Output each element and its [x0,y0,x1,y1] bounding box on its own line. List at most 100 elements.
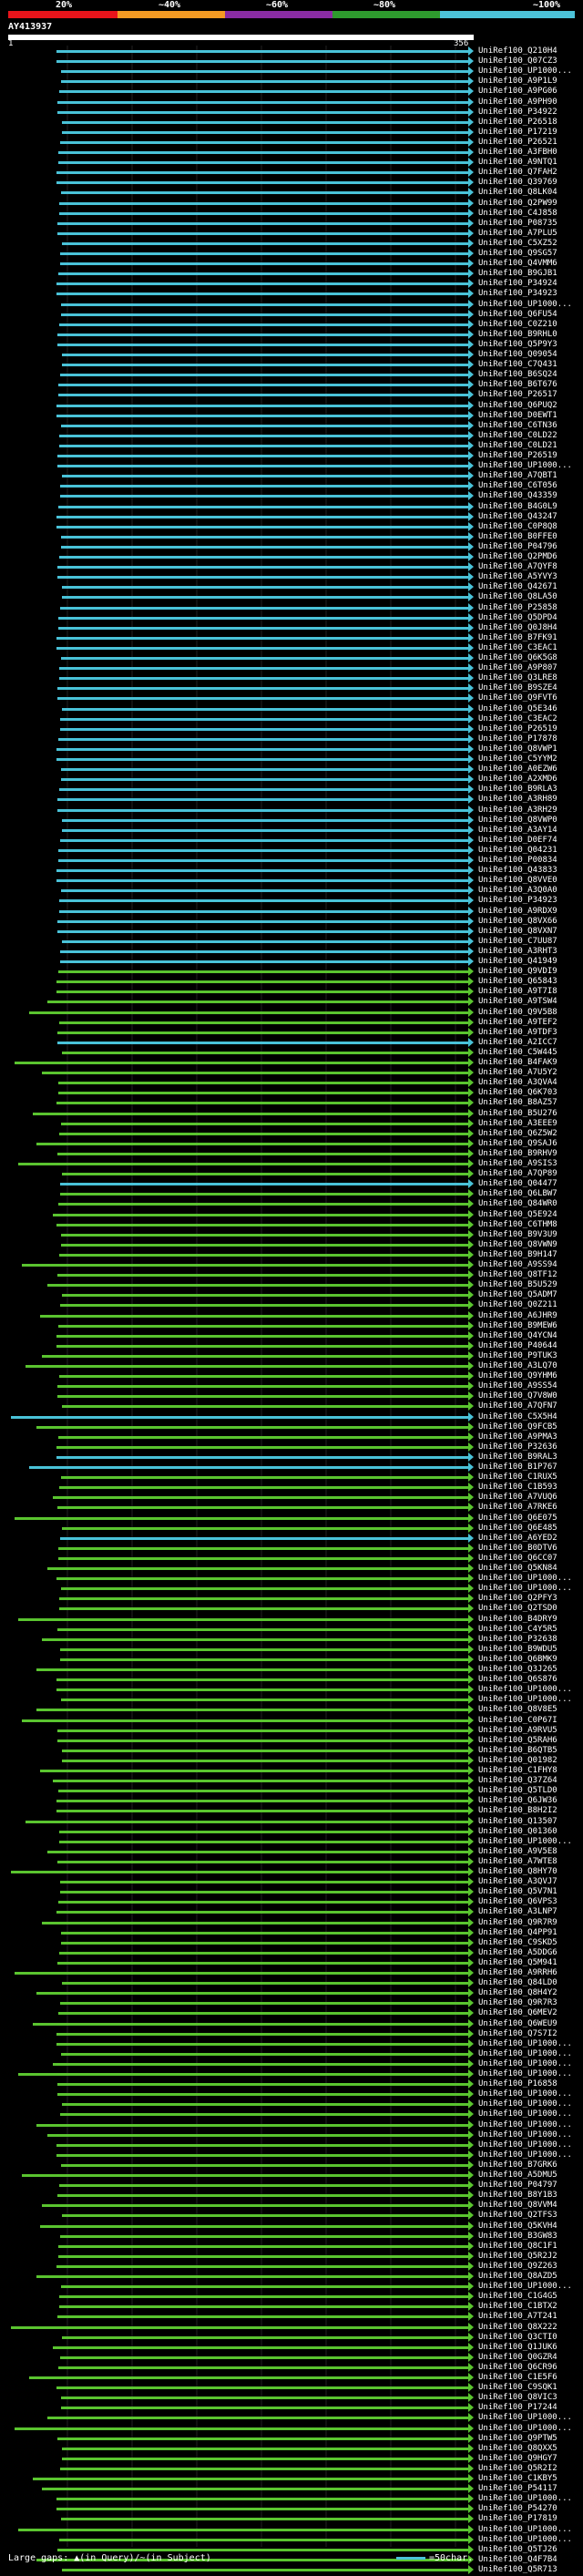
hit-alignment-bar[interactable] [56,282,468,286]
hit-alignment-bar[interactable] [57,2548,468,2551]
hit-row[interactable]: UniRef100_A9PG06 [0,87,583,97]
hit-label[interactable]: UniRef100_Q6FU54 [478,309,557,319]
hit-label[interactable]: UniRef100_Q9VDI9 [478,967,557,977]
hit-label[interactable]: UniRef100_P26521 [478,137,557,147]
hit-row[interactable]: UniRef100_Q9R7R9 [0,1917,583,1929]
hit-row[interactable]: UniRef100_A9TSW4 [0,997,583,1008]
hit-row[interactable]: UniRef100_B9SZE4 [0,683,583,694]
hit-label[interactable]: UniRef100_Q84WR0 [478,1199,557,1209]
hit-label[interactable]: UniRef100_A7U5Y2 [478,1068,557,1078]
hit-alignment-bar[interactable] [60,2355,468,2359]
hit-label[interactable]: UniRef100_C0P67I [478,1715,557,1725]
hit-label[interactable]: UniRef100_A9SIS3 [478,1159,557,1168]
hit-row[interactable]: UniRef100_C7UU87 [0,936,583,948]
hit-label[interactable]: UniRef100_B7FK91 [478,632,557,642]
hit-label[interactable]: UniRef100_UP1000... [478,67,572,77]
hit-row[interactable]: UniRef100_Q9PTW5 [0,2433,583,2445]
hit-label[interactable]: UniRef100_B9RAL3 [478,1452,557,1462]
hit-label[interactable]: UniRef100_A9PH90 [478,97,557,107]
hit-row[interactable]: UniRef100_Q7FAH2 [0,168,583,179]
hit-row[interactable]: UniRef100_Q43359 [0,491,583,502]
hit-label[interactable]: UniRef100_UP1000... [478,1836,572,1846]
hit-alignment-bar[interactable] [60,2467,468,2470]
hit-alignment-bar[interactable] [59,899,468,903]
hit-alignment-bar[interactable] [62,1173,468,1176]
hit-label[interactable]: UniRef100_Q09054 [478,350,557,359]
hit-label[interactable]: UniRef100_A7QBT1 [478,471,557,481]
hit-alignment-bar[interactable] [62,475,468,478]
hit-alignment-bar[interactable] [57,1274,468,1278]
hit-row[interactable]: UniRef100_Q8VWN9 [0,1239,583,1251]
hit-row[interactable]: UniRef100_Q5R713 [0,2564,583,2576]
hit-alignment-bar[interactable] [40,2224,468,2228]
hit-alignment-bar[interactable] [59,1840,468,1843]
hit-alignment-bar[interactable] [57,919,468,923]
hit-row[interactable]: UniRef100_Q9Z263 [0,2261,583,2273]
hit-label[interactable]: UniRef100_P16858 [478,2079,557,2089]
hit-row[interactable]: UniRef100_A9RDX9 [0,906,583,918]
hit-alignment-bar[interactable] [58,2244,468,2248]
hit-row[interactable]: UniRef100_Q8AZD5 [0,2272,583,2283]
hit-alignment-bar[interactable] [58,161,468,165]
hit-row[interactable]: UniRef100_A9NTQ1 [0,158,583,169]
hit-row[interactable]: UniRef100_Q01360 [0,1826,583,1838]
hit-row[interactable]: UniRef100_Q09054 [0,350,583,361]
hit-label[interactable]: UniRef100_Q2PMD6 [478,552,557,561]
hit-row[interactable]: UniRef100_P26518 [0,117,583,128]
hit-alignment-bar[interactable] [60,1193,468,1196]
hit-row[interactable]: UniRef100_C3EAC2 [0,713,583,725]
hit-label[interactable]: UniRef100_B8Y1B3 [478,2191,557,2201]
hit-label[interactable]: UniRef100_B0FFE0 [478,531,557,541]
hit-row[interactable]: UniRef100_UP1000... [0,1574,583,1585]
hit-label[interactable]: UniRef100_Q8VVE0 [478,876,557,886]
hit-label[interactable]: UniRef100_Q65843 [478,977,557,987]
hit-label[interactable]: UniRef100_P04796 [478,541,557,551]
hit-row[interactable]: UniRef100_A7PLU5 [0,228,583,240]
hit-alignment-bar[interactable] [61,1931,468,1935]
hit-alignment-bar[interactable] [56,2143,468,2147]
hit-row[interactable]: UniRef100_B6T676 [0,380,583,391]
hit-row[interactable]: UniRef100_Q6S876 [0,1675,583,1686]
hit-label[interactable]: UniRef100_A2XMD6 [478,775,557,785]
hit-alignment-bar[interactable] [60,495,468,498]
hit-row[interactable]: UniRef100_Q04477 [0,1179,583,1190]
hit-label[interactable]: UniRef100_P25858 [478,602,557,612]
hit-alignment-bar[interactable] [62,2457,468,2460]
hit-alignment-bar[interactable] [62,2335,468,2339]
hit-row[interactable]: UniRef100_Q5ADM7 [0,1290,583,1301]
hit-row[interactable]: UniRef100_A7QFN7 [0,1401,583,1412]
hit-label[interactable]: UniRef100_C1E5F6 [478,2373,557,2382]
hit-alignment-bar[interactable] [61,313,468,316]
hit-alignment-bar[interactable] [60,606,468,610]
hit-row[interactable]: UniRef100_A5DMU5 [0,2171,583,2181]
hit-row[interactable]: UniRef100_Q5RAH6 [0,1735,583,1747]
hit-alignment-bar[interactable] [56,1688,468,1692]
hit-alignment-bar[interactable] [47,2417,468,2420]
hit-row[interactable]: UniRef100_P32636 [0,1442,583,1453]
hit-label[interactable]: UniRef100_Q9SAJ6 [478,1138,557,1148]
hit-label[interactable]: UniRef100_D0EF74 [478,835,557,845]
hit-label[interactable]: UniRef100_UP1000... [478,1584,572,1594]
hit-row[interactable]: UniRef100_UP1000... [0,2423,583,2435]
hit-row[interactable]: UniRef100_A3QVJ7 [0,1877,583,1888]
hit-alignment-bar[interactable] [61,2163,468,2167]
hit-alignment-bar[interactable] [62,939,468,943]
hit-row[interactable]: UniRef100_UP1000... [0,1584,583,1595]
hit-label[interactable]: UniRef100_Q5R2J2 [478,2251,557,2261]
hit-row[interactable]: UniRef100_P17819 [0,2514,583,2525]
hit-row[interactable]: UniRef100_B9RAL3 [0,1452,583,1463]
hit-alignment-bar[interactable] [56,2498,468,2501]
hit-alignment-bar[interactable] [56,1102,468,1105]
hit-row[interactable]: UniRef100_C4J858 [0,208,583,220]
hit-label[interactable]: UniRef100_A3QVJ7 [478,1877,557,1887]
hit-row[interactable]: UniRef100_UP1000... [0,461,583,472]
hit-row[interactable]: UniRef100_Q0J8H4 [0,622,583,634]
hit-alignment-bar[interactable] [56,2264,468,2268]
hit-label[interactable]: UniRef100_A9RRH6 [478,1968,557,1977]
hit-label[interactable]: UniRef100_A3LNP7 [478,1907,557,1917]
hit-label[interactable]: UniRef100_A3FBH0 [478,148,557,157]
hit-alignment-bar[interactable] [56,1445,468,1449]
hit-alignment-bar[interactable] [57,2083,468,2087]
hit-alignment-bar[interactable] [57,1031,468,1034]
hit-label[interactable]: UniRef100_B9MEW6 [478,1320,557,1330]
